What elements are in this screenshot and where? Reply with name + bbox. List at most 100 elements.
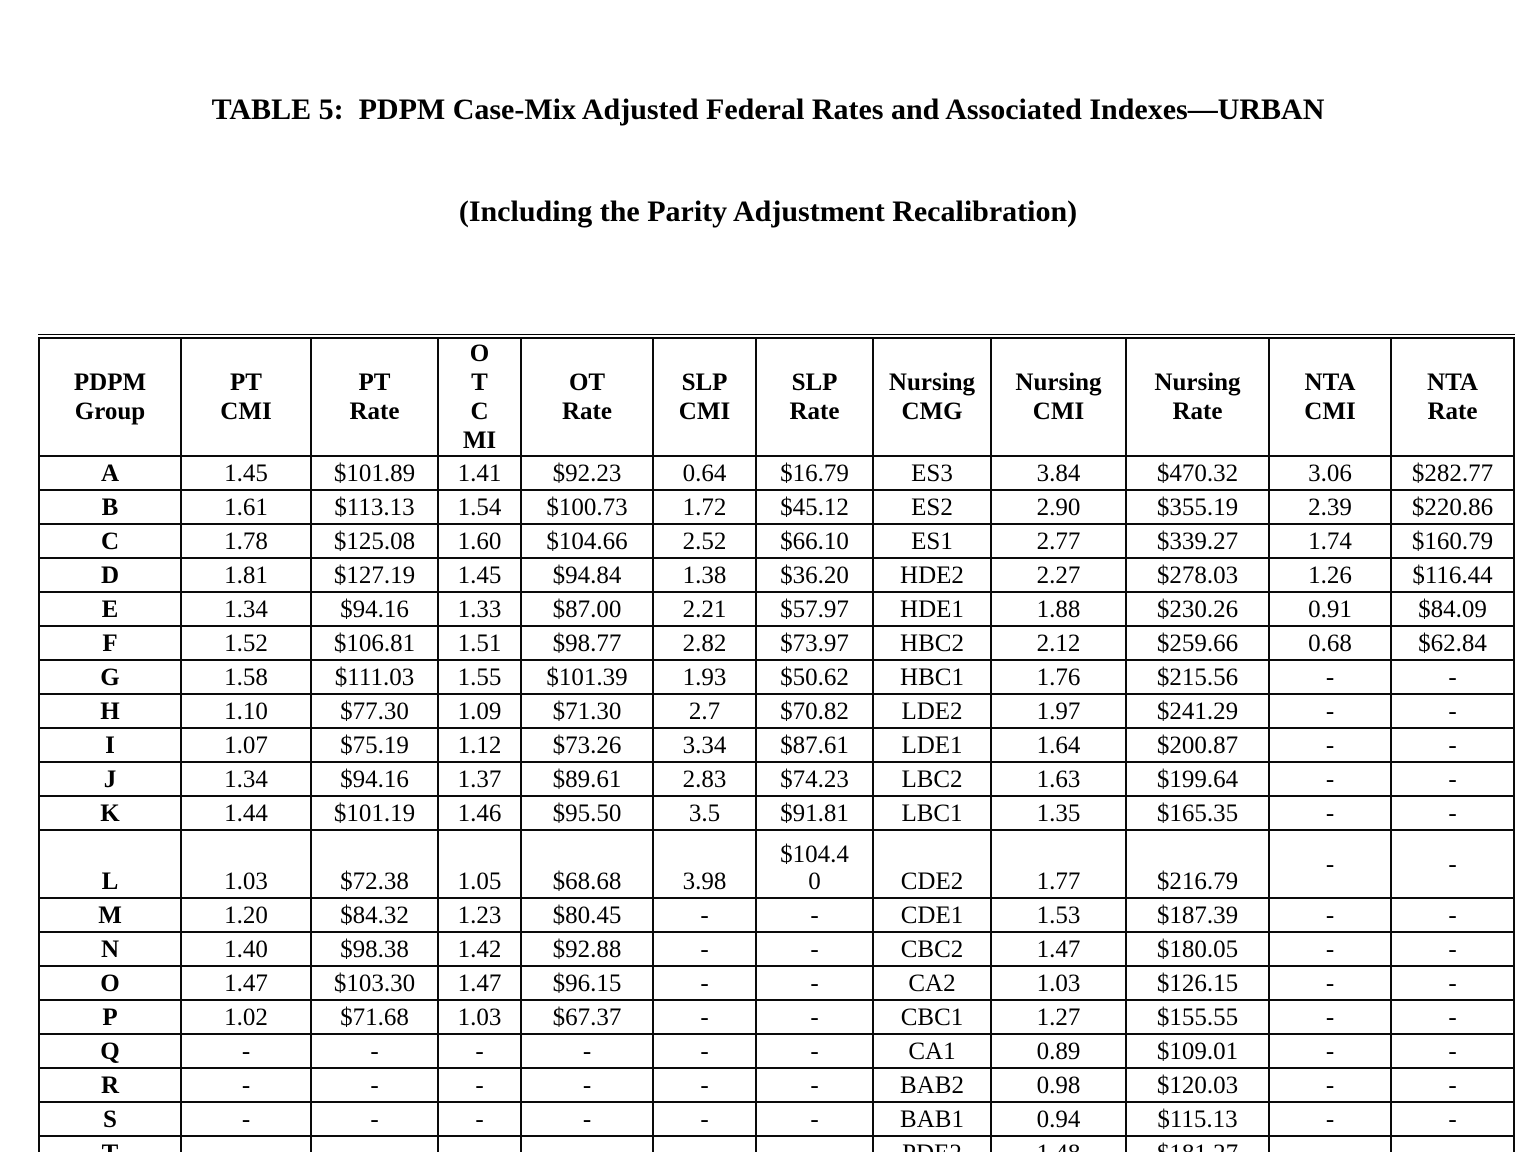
cell: $127.19 xyxy=(310,557,439,593)
cell: $95.50 xyxy=(520,795,654,831)
cell: - xyxy=(1390,999,1515,1035)
cell: 1.03 xyxy=(990,965,1127,1001)
cell: $75.19 xyxy=(310,727,439,763)
cell: 2.12 xyxy=(990,625,1127,661)
table-row-b: B 1.61 $113.13 1.54 $100.73 1.72 $45.12 ES2 2.90… xyxy=(38,489,1515,525)
cell: CDE1 xyxy=(872,897,992,933)
cell: $84.32 xyxy=(310,897,439,933)
cell: 1.26 xyxy=(1268,557,1392,593)
cell: $92.88 xyxy=(520,931,654,967)
cell: - xyxy=(310,1101,439,1137)
row-label-s: S xyxy=(38,1101,182,1137)
column-header-pt-cmi: PT CMI xyxy=(180,337,312,457)
table-row-d: D 1.81 $127.19 1.45 $94.84 1.38 $36.20 HDE2 2.27… xyxy=(38,557,1515,593)
cell: 1.77 xyxy=(990,829,1127,899)
cell: - xyxy=(755,965,874,1001)
cell: - xyxy=(652,1101,757,1137)
cell: 3.34 xyxy=(652,727,757,763)
cell: $155.55 xyxy=(1125,999,1270,1035)
cell: HDE2 xyxy=(872,557,992,593)
pdpm-rates-table: PDPM Group PT CMI PT Rate OT CMI OT Rate SLP CMI SLP… xyxy=(38,337,1515,1152)
row-label-a: A xyxy=(38,455,182,491)
row-label-h: H xyxy=(38,693,182,729)
cell: - xyxy=(180,1135,312,1152)
cell: - xyxy=(1268,829,1392,899)
cell: ES1 xyxy=(872,523,992,559)
cell: 1.47 xyxy=(990,931,1127,967)
cell: 1.47 xyxy=(437,965,522,1001)
cell: $282.77 xyxy=(1390,455,1515,491)
cell: 1.81 xyxy=(180,557,312,593)
cell: $180.05 xyxy=(1125,931,1270,967)
row-label-i: I xyxy=(38,727,182,763)
cell: 3.84 xyxy=(990,455,1127,491)
table-row-f: F 1.52 $106.81 1.51 $98.77 2.82 $73.97 HBC2 2.12… xyxy=(38,625,1515,661)
cell: $98.77 xyxy=(520,625,654,661)
cell: $74.23 xyxy=(755,761,874,797)
cell: 1.20 xyxy=(180,897,312,933)
cell: - xyxy=(1390,965,1515,1001)
cell: - xyxy=(1390,897,1515,933)
cell: 0.64 xyxy=(652,455,757,491)
cell: - xyxy=(1390,761,1515,797)
column-header-nta-cmi: NTA CMI xyxy=(1268,337,1392,457)
cell: 1.02 xyxy=(180,999,312,1035)
cell: - xyxy=(520,1067,654,1103)
cell: 1.33 xyxy=(437,591,522,627)
table-row-e: E 1.34 $94.16 1.33 $87.00 2.21 $57.97 HDE1 1.88 $… xyxy=(38,591,1515,627)
cell: $89.61 xyxy=(520,761,654,797)
table-row-i: I 1.07 $75.19 1.12 $73.26 3.34 $87.61 LDE1 1.64 $… xyxy=(38,727,1515,763)
row-label-t: T xyxy=(38,1135,182,1152)
cell: $36.20 xyxy=(755,557,874,593)
row-label-k: K xyxy=(38,795,182,831)
cell: - xyxy=(1268,897,1392,933)
cell: 1.38 xyxy=(652,557,757,593)
cell: - xyxy=(1390,727,1515,763)
table-header: PDPM Group PT CMI PT Rate OT CMI OT Rate SLP CMI SLP… xyxy=(38,337,1515,457)
cell: 1.27 xyxy=(990,999,1127,1035)
cell: 1.35 xyxy=(990,795,1127,831)
cell: $73.26 xyxy=(520,727,654,763)
cell: BAB2 xyxy=(872,1067,992,1103)
cell: - xyxy=(1390,795,1515,831)
cell: 2.39 xyxy=(1268,489,1392,525)
cell: - xyxy=(310,1033,439,1069)
column-header-pt-rate: PT Rate xyxy=(310,337,439,457)
cell: $220.86 xyxy=(1390,489,1515,525)
cell: LDE1 xyxy=(872,727,992,763)
cell: - xyxy=(652,897,757,933)
cell: 1.52 xyxy=(180,625,312,661)
cell: 1.48 xyxy=(990,1135,1127,1152)
cell: $70.82 xyxy=(755,693,874,729)
cell: 2.52 xyxy=(652,523,757,559)
table-row-a: A 1.45 $101.89 1.41 $92.23 0.64 $16.79 ES3 3.84 $… xyxy=(38,455,1515,491)
cell: - xyxy=(437,1033,522,1069)
cell: $45.12 xyxy=(755,489,874,525)
cell: $109.01 xyxy=(1125,1033,1270,1069)
cell: $80.45 xyxy=(520,897,654,933)
cell: 0.91 xyxy=(1268,591,1392,627)
cell: - xyxy=(1268,1067,1392,1103)
cell: $71.30 xyxy=(520,693,654,729)
cell: $125.08 xyxy=(310,523,439,559)
column-header-ot-cmi: OT CMI xyxy=(437,337,522,457)
cell: 1.46 xyxy=(437,795,522,831)
cell: 1.23 xyxy=(437,897,522,933)
cell: - xyxy=(437,1101,522,1137)
table-row-s: S - - - - - - BAB1 0.94 $115.13- - xyxy=(38,1101,1515,1137)
cell: - xyxy=(437,1067,522,1103)
cell: - xyxy=(1390,1101,1515,1137)
cell: - xyxy=(1268,761,1392,797)
cell: 3.5 xyxy=(652,795,757,831)
cell: $91.81 xyxy=(755,795,874,831)
table-row-l: L 1.03 $72.38 1.05 $68.68 3.98 $104.40 CDE2 1.77… xyxy=(38,829,1515,899)
cell: $96.15 xyxy=(520,965,654,1001)
cell: $94.16 xyxy=(310,761,439,797)
cell: CA2 xyxy=(872,965,992,1001)
cell: - xyxy=(755,1101,874,1137)
table-title-line1: TABLE 5: PDPM Case-Mix Adjusted Federal … xyxy=(211,93,1325,126)
cell: 0.68 xyxy=(1268,625,1392,661)
cell: 1.64 xyxy=(990,727,1127,763)
cell: 1.74 xyxy=(1268,523,1392,559)
cell: LDE2 xyxy=(872,693,992,729)
